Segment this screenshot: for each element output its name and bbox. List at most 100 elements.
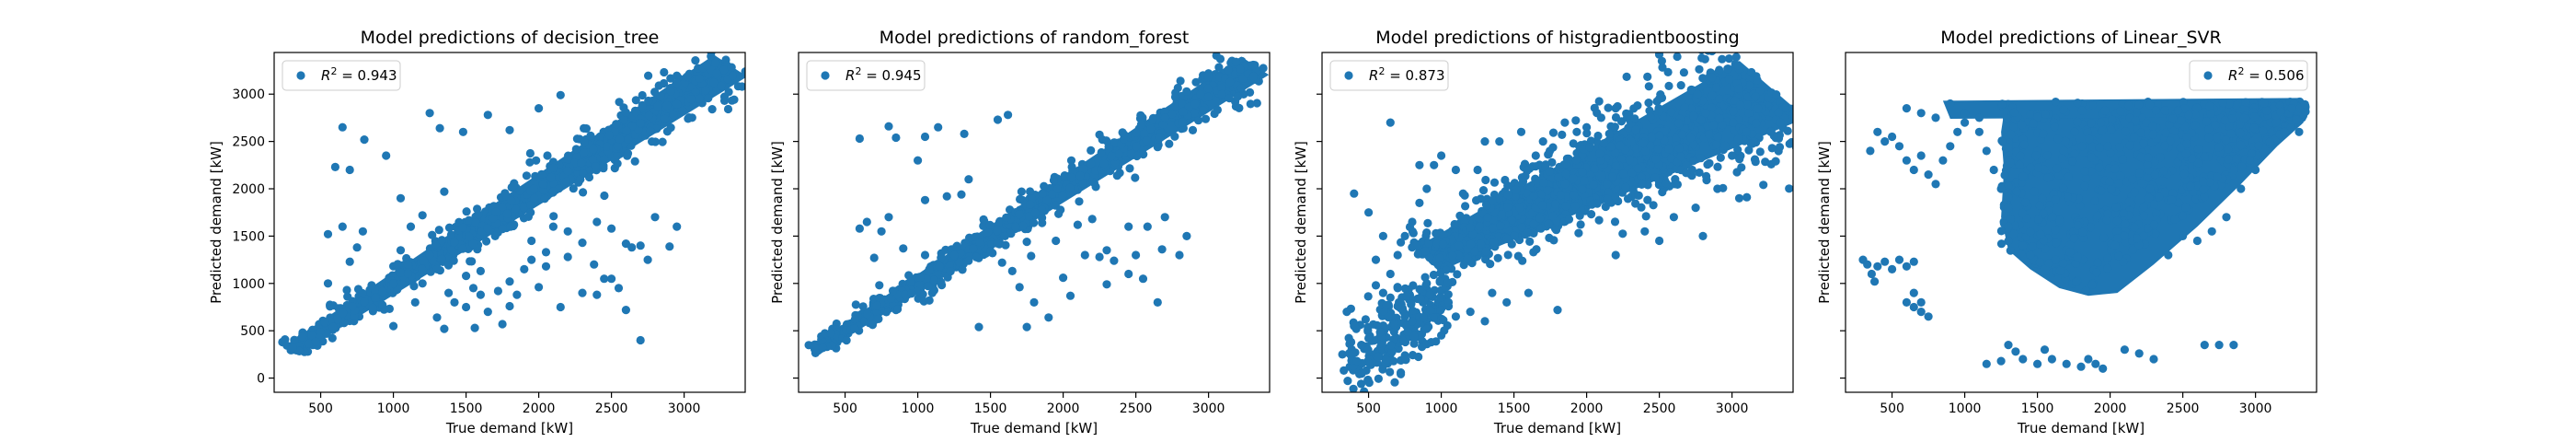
data-point: [2044, 259, 2053, 268]
data-point: [2073, 117, 2082, 127]
data-point: [1357, 341, 1366, 350]
data-point: [1608, 172, 1617, 181]
data-point: [1399, 336, 1409, 345]
data-point: [1767, 144, 1777, 153]
data-point: [995, 217, 1004, 227]
data-point: [1235, 103, 1244, 112]
data-point: [2144, 153, 2153, 162]
data-point: [1616, 155, 1626, 164]
data-point: [627, 243, 637, 252]
data-point: [893, 305, 903, 314]
data-point: [2114, 179, 2123, 188]
data-point: [2059, 105, 2068, 114]
data-point: [450, 238, 459, 247]
data-point: [2247, 149, 2256, 158]
data-point: [2058, 154, 2067, 163]
data-point: [717, 81, 726, 90]
data-point: [644, 110, 654, 121]
data-point: [1775, 143, 1785, 152]
data-point: [2237, 140, 2246, 150]
data-point: [1532, 245, 1541, 254]
data-point: [2073, 99, 2082, 108]
data-point: [1472, 196, 1481, 205]
data-point: [493, 286, 503, 296]
data-point: [440, 187, 449, 196]
x-tick-label: 2500: [595, 401, 628, 416]
data-point: [2112, 234, 2122, 243]
data-point: [1480, 137, 1489, 146]
data-point: [1030, 208, 1040, 217]
data-point: [2000, 170, 2009, 180]
data-point: [1371, 255, 1381, 264]
data-point: [1545, 167, 1554, 176]
data-point: [2103, 263, 2112, 273]
data-point: [2112, 216, 2122, 226]
data-point: [1176, 76, 1185, 86]
data-point: [307, 331, 316, 340]
data-point: [1170, 132, 1179, 141]
data-point: [420, 256, 429, 265]
data-point: [2202, 117, 2212, 126]
data-point: [964, 256, 973, 265]
data-point: [1177, 99, 1187, 109]
data-point: [1364, 378, 1374, 388]
data-point: [1340, 366, 1349, 375]
data-point: [2018, 241, 2028, 250]
data-point: [1539, 178, 1548, 188]
data-point: [1651, 155, 1661, 164]
data-point: [665, 242, 674, 251]
data-point: [920, 132, 930, 142]
data-point: [661, 114, 670, 123]
data-point: [709, 78, 719, 87]
data-point: [2018, 208, 2027, 218]
data-point: [1604, 129, 1614, 138]
data-point: [338, 222, 347, 231]
data-point: [741, 67, 745, 76]
data-point: [1450, 219, 1459, 229]
data-point: [592, 217, 602, 227]
data-point: [2088, 142, 2098, 152]
data-point: [1587, 200, 1597, 209]
data-point: [1233, 92, 1243, 101]
data-point: [1110, 256, 1119, 265]
data-point: [2145, 184, 2155, 193]
data-point: [1916, 308, 1926, 317]
data-point: [396, 246, 406, 255]
data-point: [2156, 152, 2165, 162]
data-point: [1386, 269, 1395, 279]
data-point: [1916, 109, 1926, 118]
data-point: [2206, 109, 2215, 118]
data-point: [1682, 160, 1691, 169]
data-point: [1489, 238, 1499, 247]
data-point: [615, 134, 625, 144]
data-point: [1343, 377, 1352, 386]
y-axis-label: Predicted demand [kW]: [208, 141, 224, 304]
data-point: [1087, 215, 1097, 224]
data-point: [1713, 184, 1722, 193]
data-point: [2069, 234, 2078, 243]
y-axis-label: Predicted demand [kW]: [1293, 141, 1309, 304]
data-point: [1503, 190, 1512, 200]
x-tick-label: 500: [308, 401, 333, 416]
data-point: [1560, 118, 1570, 127]
data-point: [695, 94, 705, 103]
data-point: [505, 277, 514, 286]
data-point: [971, 232, 980, 241]
data-point: [1633, 164, 1643, 173]
data-point: [1422, 228, 1432, 238]
data-point: [2099, 233, 2109, 242]
data-point: [1037, 205, 1046, 215]
chart-panel-histgradientboosting: Model predictions of histgradientboostin…: [1293, 28, 1794, 436]
data-point: [662, 100, 672, 110]
data-point: [2237, 184, 2246, 193]
data-point: [1097, 147, 1106, 157]
data-point: [1718, 120, 1727, 130]
data-point: [993, 238, 1002, 248]
data-point: [556, 90, 565, 99]
data-point: [458, 223, 467, 232]
data-point: [432, 264, 442, 273]
data-point: [2053, 134, 2063, 144]
data-point: [1386, 341, 1396, 350]
data-point: [2116, 107, 2125, 116]
data-point: [613, 151, 622, 160]
